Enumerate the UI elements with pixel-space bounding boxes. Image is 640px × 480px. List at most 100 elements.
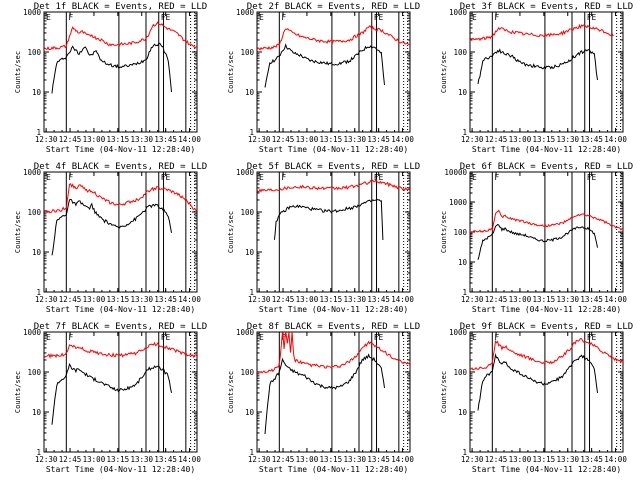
y-tick-label: 100 [240,208,254,217]
x-tick-label: 14:00 [604,455,627,464]
x-axis-label: Start Time (04-Nov-11 12:28:40) [46,465,195,474]
corner-label: E [46,13,51,22]
x-tick-label: 13:45 [154,295,177,304]
series-lld-line [257,332,410,374]
y-tick-label: 100 [240,48,254,57]
plot-frame [43,331,198,453]
x-tick-label: 13:30 [556,135,579,144]
x-ticks: 12:30 12:45 13:00 13:15 13:30 13:45 14:00 [35,12,201,144]
series-events-line [477,48,598,85]
x-axis-label: Start Time (04-Nov-11 12:28:40) [472,145,621,154]
x-tick-label: 13:45 [367,455,390,464]
interval-marker-label: F [281,333,286,342]
y-tick-label: 10 [245,248,255,257]
x-ticks: 12:30 12:45 13:00 13:15 13:30 13:45 14:00 [461,12,627,144]
series-lld-line [470,338,623,371]
y-ticks: 1 10 100 1000 [23,328,197,457]
corner-label: E [472,333,477,342]
x-tick-label: 13:00 [296,295,319,304]
x-tick-label: 14:00 [604,135,627,144]
x-tick-label: 13:30 [343,135,366,144]
interval-marker-label: F [281,13,286,22]
x-tick-label: 13:00 [509,135,532,144]
x-tick-label: 12:30 [461,455,484,464]
x-tick-label: 12:45 [59,135,82,144]
x-tick-label: 13:45 [580,455,603,464]
y-axis-label: Counts/sec [14,371,22,413]
y-ticks: 1 10 100 1000 [236,8,410,137]
y-axis-label: Counts/sec [440,51,448,93]
interval-marker-label: F [494,333,499,342]
y-tick-label: 100 [453,228,467,237]
interval-marker-label: E [592,333,597,342]
x-tick-label: 12:45 [272,455,295,464]
x-tick-label: 13:15 [107,135,130,144]
series-events-line [477,352,598,411]
x-tick-label: 13:30 [130,295,153,304]
x-tick-label: 13:15 [320,135,343,144]
x-tick-label: 13:45 [580,295,603,304]
y-tick-label: 1000 [23,8,42,17]
y-tick-label: 1 [36,288,41,297]
x-tick-label: 12:30 [461,135,484,144]
x-tick-label: 14:00 [391,455,414,464]
corner-label: E [46,333,51,342]
x-tick-label: 13:30 [130,455,153,464]
series-events-line [264,43,385,88]
panel-title: Det 3f BLACK = Events, RED = LLD [460,2,633,12]
corner-label: E [472,173,477,182]
x-tick-label: 12:45 [485,135,508,144]
x-tick-label: 13:15 [107,295,130,304]
x-tick-label: 12:30 [461,295,484,304]
interval-marker-label: E [592,13,597,22]
x-ticks: 12:30 12:45 13:00 13:15 13:30 13:45 14:00 [248,12,414,144]
x-tick-label: 14:00 [178,455,201,464]
x-tick-label: 13:45 [154,455,177,464]
y-tick-label: 1 [249,288,254,297]
series-events-line [51,42,172,94]
series-lld-line [470,209,623,234]
corner-label: E [46,173,51,182]
y-tick-label: 1000 [23,328,42,337]
plot-frame [469,11,624,133]
interval-marker-label: F [494,13,499,22]
series-lld-line [44,183,197,214]
y-axis-label: Counts/sec [227,211,235,253]
y-tick-label: 1000 [449,8,468,17]
x-tick-label: 12:45 [59,295,82,304]
panel-title: Det 7f BLACK = Events, RED = LLD [34,322,207,332]
y-tick-label: 10 [245,88,255,97]
x-tick-label: 13:30 [556,295,579,304]
x-tick-label: 12:30 [35,455,58,464]
y-tick-label: 10 [458,408,468,417]
x-tick-label: 12:30 [35,135,58,144]
y-ticks: 1 10 100 1000 [23,168,197,297]
panel-title: Det 9f BLACK = Events, RED = LLD [460,322,633,332]
x-ticks: 12:30 12:45 13:00 13:15 13:30 13:45 14:00 [461,172,627,304]
series-events-line [51,363,172,425]
y-tick-label: 100 [453,48,467,57]
interval-marker-label: E [592,173,597,182]
corner-label: E [472,13,477,22]
x-tick-label: 13:30 [130,135,153,144]
interval-marker-label: F [281,173,286,182]
plot-frame [43,171,198,293]
x-ticks: 12:30 12:45 13:00 13:15 13:30 13:45 14:00 [35,332,201,464]
x-tick-label: 13:45 [154,135,177,144]
y-tick-label: 1000 [449,198,468,207]
y-tick-label: 10 [245,408,255,417]
panel-title: Det 4f BLACK = Events, RED = LLD [34,162,207,172]
x-axis-label: Start Time (04-Nov-11 12:28:40) [46,305,195,314]
x-tick-label: 13:00 [83,135,106,144]
x-axis-label: Start Time (04-Nov-11 12:28:40) [259,305,408,314]
plot-frame [469,331,624,453]
x-tick-label: 12:30 [248,295,271,304]
x-tick-label: 13:00 [83,455,106,464]
series-events-line [264,353,385,435]
